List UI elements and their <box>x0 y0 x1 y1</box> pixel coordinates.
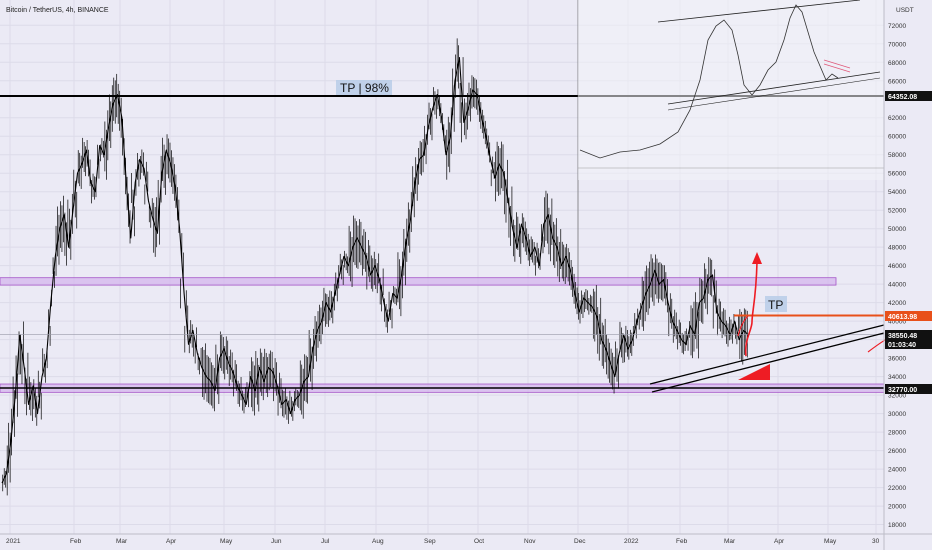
price-tick-label: 22000 <box>888 485 906 492</box>
price-tick-label: 42000 <box>888 300 906 307</box>
price-tick-label: 28000 <box>888 430 906 437</box>
price-tag-badge <box>885 330 932 340</box>
price-tag-badge <box>885 384 932 394</box>
time-tick-label: May <box>220 538 233 545</box>
price-tick-label: 32000 <box>888 393 906 400</box>
time-tick-label: 2021 <box>6 538 21 545</box>
price-tick-label: 30000 <box>888 411 906 418</box>
price-tag-value: 40613.98 <box>888 314 917 321</box>
price-tick-label: 36000 <box>888 356 906 363</box>
price-tick-label: 58000 <box>888 152 906 159</box>
price-tag-value: 01:03:40 <box>888 342 916 349</box>
red-triangle-marker <box>738 364 770 380</box>
price-tag-badge <box>885 339 932 349</box>
time-tick-label: 30 <box>872 538 880 545</box>
price-tick-label: 68000 <box>888 60 906 67</box>
price-tick-label: 62000 <box>888 115 906 122</box>
time-tick-label: Sep <box>424 538 436 545</box>
price-tick-label: 54000 <box>888 189 906 196</box>
price-tag-badge <box>885 91 932 101</box>
price-tick-label: 66000 <box>888 78 906 85</box>
price-tick-label: 26000 <box>888 448 906 455</box>
price-tick-label: 40000 <box>888 319 906 326</box>
tp-label: TP <box>768 298 783 312</box>
inset-background <box>578 0 884 180</box>
inset-channel-top <box>657 0 861 23</box>
price-tags-layer: 64352.08 40613.98 38550.48 01:03:40 32770.00 <box>885 91 932 394</box>
price-tag-value: 64352.08 <box>888 94 917 101</box>
inset-chart <box>578 0 884 180</box>
price-tag-value: 38550.48 <box>888 333 917 340</box>
tp-98-label: TP | 98% <box>340 81 389 95</box>
time-tick-label: Feb <box>676 538 688 545</box>
price-tick-label: 24000 <box>888 467 906 474</box>
price-tick-label: 50000 <box>888 226 906 233</box>
time-tick-label: Aug <box>372 538 384 545</box>
support-resistance-zone <box>0 277 837 286</box>
time-axis[interactable]: 2021 Feb Mar Apr May Jun Jul Aug Sep Oct Nov Dec 202… <box>0 533 932 545</box>
inset-channel-bottom-2 <box>667 77 881 111</box>
tp-label-box <box>765 296 787 312</box>
price-tick-label: 46000 <box>888 263 906 270</box>
red-up-arrow-path <box>744 261 758 357</box>
time-tick-label: Apr <box>774 538 785 545</box>
inset-pink-line-2 <box>823 63 851 73</box>
tp-98-label-box <box>336 80 392 95</box>
time-tick-label: Jul <box>321 538 330 545</box>
trendline-upper <box>649 324 885 385</box>
inset-price-line <box>579 4 839 159</box>
time-tick-label: May <box>824 538 837 545</box>
time-tick-label: 2022 <box>624 538 639 545</box>
price-axis-unit: USDT <box>896 7 914 14</box>
price-tick-label: 72000 <box>888 23 906 30</box>
price-tick-label: 56000 <box>888 171 906 178</box>
series-layer <box>1 38 749 496</box>
price-tick-label: 70000 <box>888 41 906 48</box>
time-tick-label: Oct <box>474 538 484 545</box>
price-tick-label: 20000 <box>888 504 906 511</box>
red-small-arrow-path <box>737 315 749 337</box>
price-tick-label: 34000 <box>888 374 906 381</box>
price-tick-label: 52000 <box>888 208 906 215</box>
price-tick-label: 48000 <box>888 245 906 252</box>
time-tick-label: Apr <box>166 538 177 545</box>
time-tick-label: Feb <box>70 538 82 545</box>
price-tick-label: 44000 <box>888 282 906 289</box>
price-tag-value: 32770.00 <box>888 387 917 394</box>
inset-channel-bottom <box>667 71 881 105</box>
time-tick-label: Nov <box>524 538 536 545</box>
red-up-arrowhead <box>752 252 762 264</box>
inset-pink-line <box>823 59 851 69</box>
price-series-line <box>1 57 749 484</box>
time-tick-label: Dec <box>574 538 586 545</box>
time-tick-label: Mar <box>724 538 736 545</box>
trendline-lower <box>651 332 885 393</box>
price-tick-label: 60000 <box>888 134 906 141</box>
symbol-title: Bitcoin / TetherUS, 4h, BINANCE <box>6 7 109 14</box>
price-tick-label: 18000 <box>888 522 906 529</box>
price-tag-badge <box>885 311 932 321</box>
time-tick-label: Jun <box>271 538 282 545</box>
time-tick-label: Mar <box>116 538 128 545</box>
